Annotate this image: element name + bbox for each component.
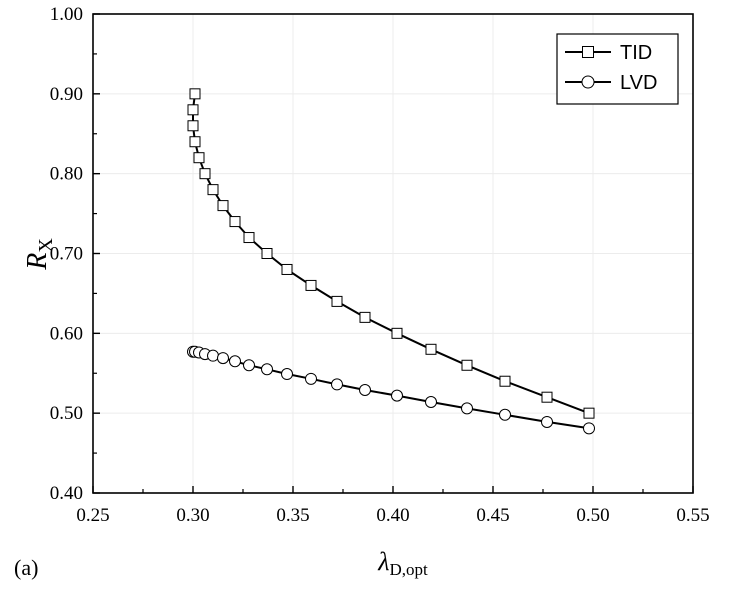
data-point-lvd xyxy=(391,389,403,402)
y-tick-label: 0.50 xyxy=(50,403,83,424)
data-point-tid xyxy=(243,232,255,244)
y-tick-label: 1.00 xyxy=(50,4,83,25)
data-point-tid xyxy=(187,120,199,132)
data-point-tid xyxy=(193,152,205,164)
panel-label: (a) xyxy=(14,555,38,580)
x-tick-label: 0.40 xyxy=(376,505,409,526)
y-tick-label: 0.80 xyxy=(50,164,83,185)
data-point-lvd xyxy=(425,395,437,408)
x-axis-title: λD,opt xyxy=(377,547,428,579)
data-point-lvd xyxy=(359,384,371,397)
data-point-tid xyxy=(189,88,201,100)
y-tick-label: 0.90 xyxy=(50,84,83,105)
data-point-tid xyxy=(359,311,371,323)
x-tick-label: 0.25 xyxy=(76,505,109,526)
data-point-tid xyxy=(583,407,595,419)
x-tick-label: 0.50 xyxy=(576,505,609,526)
data-point-tid xyxy=(187,104,199,116)
data-point-tid xyxy=(425,343,437,355)
data-point-lvd xyxy=(243,359,255,372)
series-layer xyxy=(187,88,595,435)
x-tick-label: 0.35 xyxy=(276,505,309,526)
data-point-tid xyxy=(261,248,273,259)
y-axis-title-main: R xyxy=(22,253,53,271)
data-point-lvd xyxy=(261,363,273,376)
x-axis-title-sub: D,opt xyxy=(390,560,429,579)
data-point-tid xyxy=(217,200,229,212)
data-point-tid xyxy=(499,375,511,387)
data-point-tid xyxy=(305,279,317,291)
y-axis-title: RX xyxy=(22,238,57,271)
y-tick-label: 0.70 xyxy=(50,244,83,265)
data-point-lvd xyxy=(331,378,343,391)
data-point-lvd xyxy=(305,372,317,385)
legend-label-tid: TID xyxy=(620,42,652,64)
data-point-lvd xyxy=(207,349,219,362)
data-point-lvd xyxy=(541,415,553,428)
legend-label-lvd: LVD xyxy=(620,72,657,94)
data-point-tid xyxy=(207,184,219,196)
data-point-lvd xyxy=(583,422,595,435)
data-point-tid xyxy=(541,391,553,403)
y-axis-title-sub: X xyxy=(35,238,57,253)
data-point-lvd xyxy=(461,402,473,415)
legend: TID LVD xyxy=(556,33,679,105)
data-point-tid xyxy=(391,327,403,339)
data-point-tid xyxy=(229,216,241,228)
y-tick-label: 0.60 xyxy=(50,323,83,344)
legend-marker-lvd xyxy=(581,75,595,89)
data-point-lvd xyxy=(229,355,241,368)
legend-marker-tid xyxy=(582,46,594,58)
data-point-tid xyxy=(281,263,293,275)
x-axis-title-main: λ xyxy=(377,547,389,576)
data-point-lvd xyxy=(499,408,511,421)
data-point-tid xyxy=(189,136,201,148)
data-point-tid xyxy=(331,295,343,307)
y-tick-label: 0.40 xyxy=(50,483,83,504)
data-point-tid xyxy=(461,359,473,371)
data-point-tid xyxy=(199,168,211,180)
ticks: 0.25 0.30 0.35 0.40 0.45 0.50 0.55 0.40 0.50 0.60… xyxy=(50,4,710,526)
x-tick-label: 0.55 xyxy=(676,505,709,526)
x-tick-label: 0.45 xyxy=(476,505,509,526)
data-point-lvd xyxy=(281,368,293,381)
data-point-lvd xyxy=(217,352,229,365)
legend-box xyxy=(556,33,679,105)
x-tick-label: 0.30 xyxy=(176,505,209,526)
